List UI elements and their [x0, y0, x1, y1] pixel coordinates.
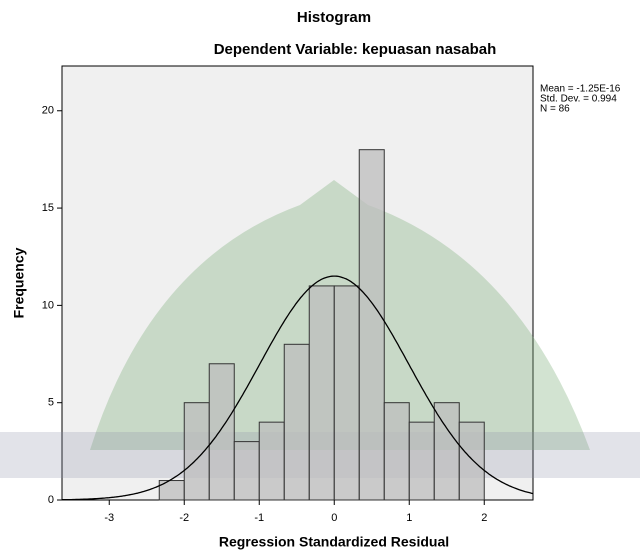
stats-label: N = 86 [540, 104, 570, 115]
x-tick-label: 1 [406, 512, 412, 524]
chart-title: Histogram [297, 9, 371, 26]
x-tick-label: -3 [104, 512, 114, 524]
bar [258, 421, 285, 501]
bar [383, 402, 410, 501]
y-tick-label: 0 [48, 494, 54, 506]
bar [458, 421, 485, 501]
bar [433, 402, 460, 501]
stats-label: Std. Dev. = 0.994 [540, 94, 617, 105]
stats-label: Mean = -1.25E-16 [540, 84, 621, 95]
x-tick-label: -1 [254, 512, 264, 524]
y-tick-label: 15 [42, 202, 54, 214]
y-tick-label: 20 [42, 105, 54, 117]
y-tick-label: 10 [42, 299, 54, 311]
bar [208, 363, 235, 501]
bar [358, 149, 385, 501]
bar [183, 402, 210, 501]
y-tick-label: 5 [48, 397, 54, 409]
normal-curve [62, 275, 534, 501]
y-axis-label: Frequency [11, 247, 27, 318]
x-tick-label: -2 [179, 512, 189, 524]
x-tick-label: 0 [331, 512, 337, 524]
bar [408, 421, 435, 501]
chart-subtitle: Dependent Variable: kepuasan nasabah [214, 41, 497, 58]
bar [333, 285, 360, 501]
x-axis-label: Regression Standardized Residual [219, 534, 449, 550]
x-tick-label: 2 [481, 512, 487, 524]
bar [283, 343, 310, 501]
bar [233, 441, 260, 501]
bar [308, 285, 335, 501]
